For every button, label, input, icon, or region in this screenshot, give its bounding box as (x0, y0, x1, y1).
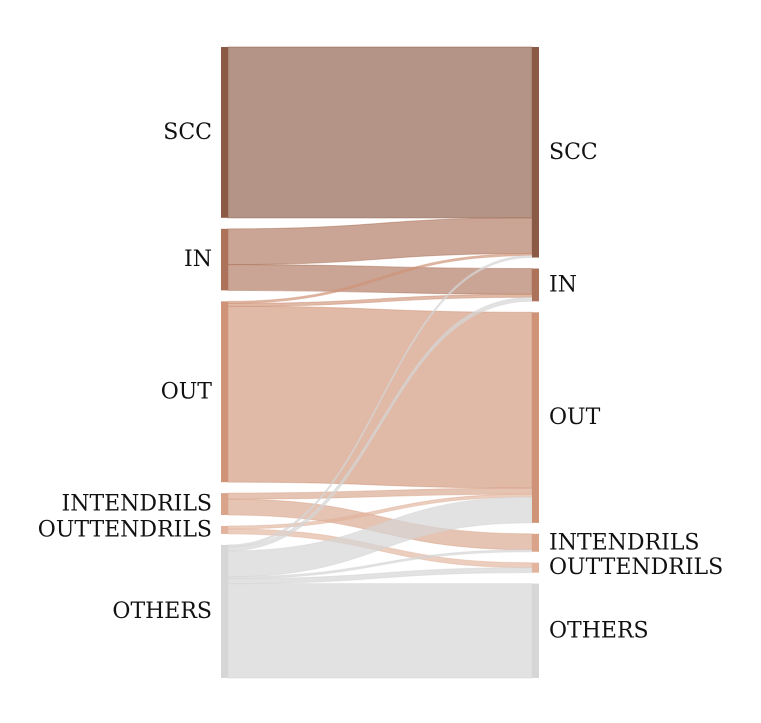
left-node-scc (221, 47, 228, 218)
left-label-intendrils: INTENDRILS (62, 492, 213, 517)
right-node-intendrils (532, 533, 539, 552)
right-label-others: OTHERS (549, 618, 649, 643)
left-label-out: OUT (161, 379, 213, 404)
link-scc-to-scc (227, 46, 533, 219)
left-label-outtendrils: OUTTENDRILS (38, 517, 212, 542)
sankey-labels: SCCINOUTINTENDRILSOUTTENDRILSOTHERSSCCIN… (38, 120, 723, 643)
left-node-out (221, 301, 228, 483)
sankey-links (227, 46, 533, 679)
left-label-in: IN (184, 247, 212, 272)
link-others-to-scc (227, 255, 533, 548)
right-label-in: IN (549, 272, 577, 297)
left-node-others (221, 544, 228, 678)
right-node-others (532, 583, 539, 678)
right-node-outtendrils (532, 562, 539, 573)
link-others-to-others (227, 583, 533, 679)
right-node-out (532, 312, 539, 523)
left-node-intendrils (221, 493, 228, 515)
left-node-outtendrils (221, 525, 228, 534)
sankey-nodes (221, 47, 539, 678)
left-label-scc: SCC (163, 120, 212, 145)
right-label-out: OUT (549, 405, 601, 430)
right-node-in (532, 268, 539, 302)
link-out-to-out (227, 305, 533, 489)
left-label-others: OTHERS (112, 599, 212, 624)
left-node-in (221, 228, 228, 291)
right-label-outtendrils: OUTTENDRILS (549, 555, 723, 580)
right-node-scc (532, 47, 539, 258)
right-label-scc: SCC (549, 140, 598, 165)
right-label-intendrils: INTENDRILS (549, 530, 700, 555)
